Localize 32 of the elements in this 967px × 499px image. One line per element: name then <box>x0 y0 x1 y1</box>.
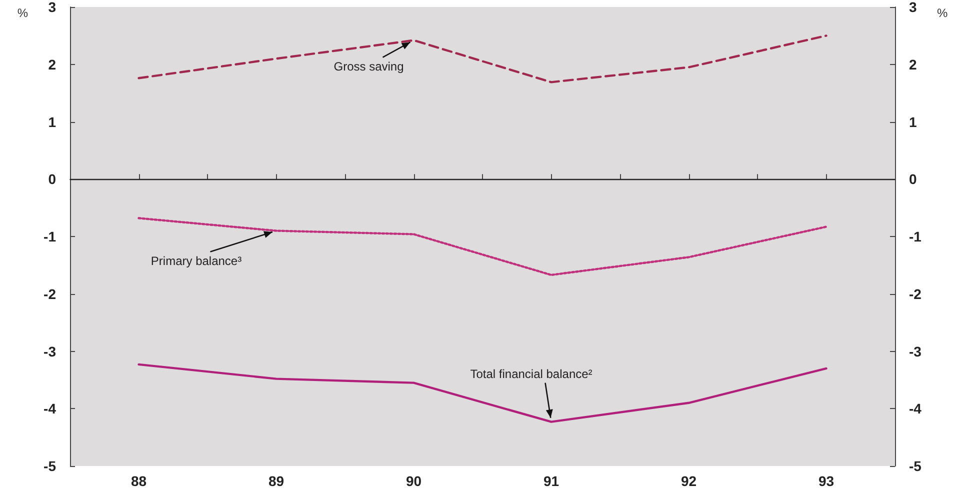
x-tick-label: 91 <box>543 473 560 489</box>
y2-tick-label: -1 <box>909 228 922 244</box>
x-tick-label: 89 <box>268 473 284 489</box>
x-tick-label: 90 <box>406 473 422 489</box>
y2-tick-label: 1 <box>909 114 917 130</box>
x-tick-label: 93 <box>818 473 834 489</box>
y2-tick-label: -4 <box>909 400 922 417</box>
y-tick-label: -5 <box>44 458 56 474</box>
x-tick-label: 92 <box>680 473 697 489</box>
text: Primary balance³ <box>150 254 242 268</box>
y2-tick-label: -5 <box>909 458 922 474</box>
y-tick-label: -2 <box>44 286 56 302</box>
y2-tick-label: 2 <box>909 56 917 72</box>
y2-tick-label: 0 <box>909 171 917 188</box>
y-tick-label: 0 <box>48 171 56 188</box>
y2-tick-label: -3 <box>909 343 922 360</box>
y-tick-label: -3 <box>44 343 56 360</box>
y2-axis-title: % <box>937 6 948 20</box>
line-series <box>138 217 828 276</box>
y-tick-label: 2 <box>48 56 56 72</box>
y2-tick-label: 3 <box>909 0 917 15</box>
series-label: Total financial balance² <box>470 366 592 381</box>
y-tick-label: -4 <box>44 400 56 417</box>
series-label: Gross saving <box>334 59 404 74</box>
y-axis-title: % <box>17 6 28 20</box>
y2-tick-label: -2 <box>909 286 922 302</box>
y-tick-label: 1 <box>48 114 56 130</box>
line-series <box>138 34 828 84</box>
line-series <box>138 363 828 423</box>
y-tick-label: -1 <box>44 228 56 244</box>
x-tick-label: 88 <box>130 473 147 489</box>
y-tick-label: 3 <box>48 0 56 15</box>
